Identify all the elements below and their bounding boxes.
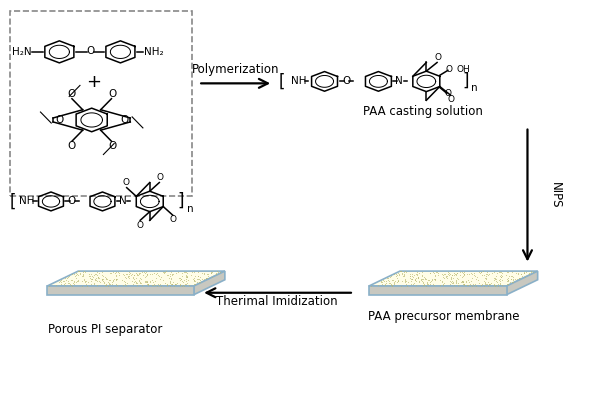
Text: [: [ [279, 72, 286, 90]
Text: +: + [86, 73, 101, 91]
Text: O: O [448, 95, 455, 104]
Text: OH: OH [457, 65, 470, 74]
Text: O: O [122, 179, 130, 188]
Text: NH₂: NH₂ [144, 47, 163, 57]
Text: O: O [55, 115, 63, 125]
Text: NH: NH [291, 76, 307, 86]
Polygon shape [194, 271, 225, 295]
Text: O: O [108, 141, 116, 151]
Text: Polymerization: Polymerization [191, 63, 279, 76]
Text: PAA precursor membrane: PAA precursor membrane [368, 310, 520, 323]
Text: n: n [472, 83, 478, 94]
Text: O: O [445, 90, 451, 98]
Text: N: N [395, 76, 403, 86]
Text: O: O [120, 115, 128, 125]
Text: NH: NH [19, 196, 34, 206]
Text: O: O [157, 173, 163, 182]
Text: [: [ [10, 192, 16, 211]
Text: Therimal Imidization: Therimal Imidization [217, 295, 338, 308]
Text: Porous PI separator: Porous PI separator [48, 323, 163, 336]
Text: O: O [136, 220, 143, 229]
Text: O: O [446, 65, 452, 74]
Polygon shape [369, 286, 506, 295]
Text: n: n [187, 203, 194, 214]
Text: NIPS: NIPS [548, 182, 562, 209]
Text: O: O [108, 88, 116, 99]
Bar [10, 11, 192, 196]
Text: ]: ] [178, 192, 184, 210]
Text: O: O [67, 141, 76, 151]
Polygon shape [506, 271, 538, 295]
Text: H₂N: H₂N [11, 47, 31, 57]
Text: PAA casting solution: PAA casting solution [363, 105, 482, 118]
Polygon shape [369, 271, 538, 286]
Text: O: O [342, 76, 350, 86]
Text: O: O [67, 88, 76, 99]
Polygon shape [47, 286, 194, 295]
Text: N: N [119, 196, 127, 206]
Text: ]: ] [463, 71, 469, 90]
Text: O: O [86, 47, 95, 56]
Text: O: O [170, 215, 177, 224]
Text: O: O [68, 196, 76, 206]
Polygon shape [47, 271, 225, 286]
Text: O: O [434, 53, 441, 62]
